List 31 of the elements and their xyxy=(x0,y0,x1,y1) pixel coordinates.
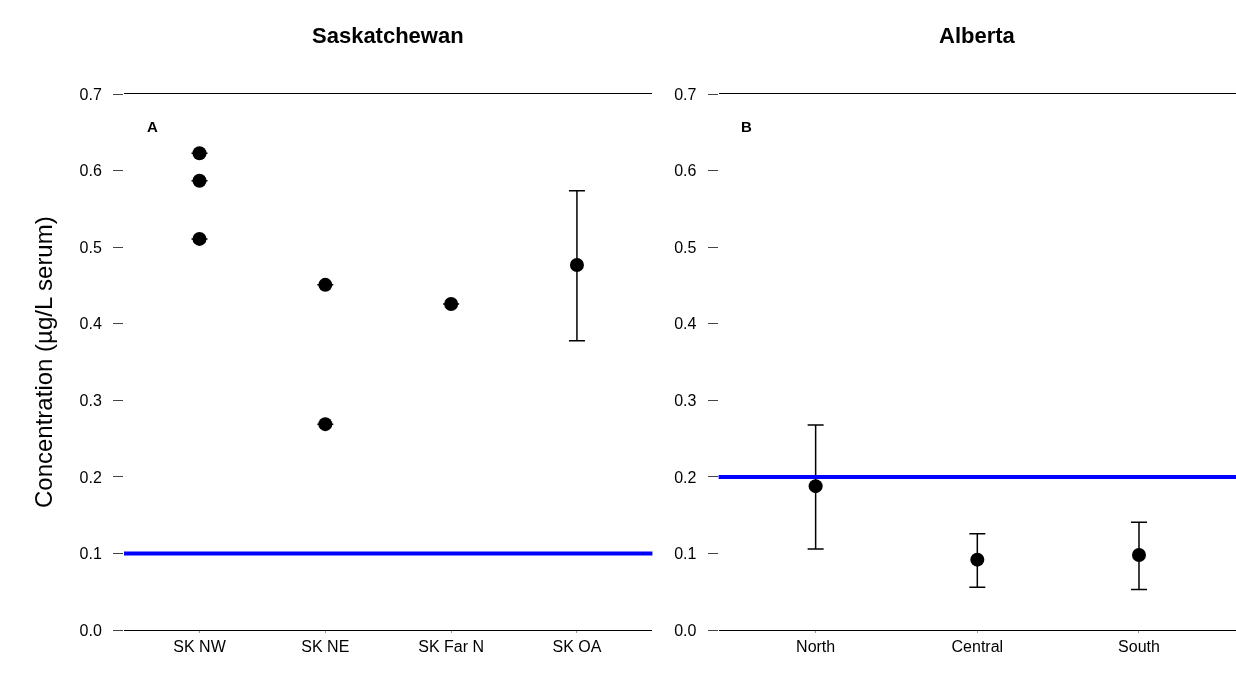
y-tick-label: 0.1 xyxy=(79,545,102,563)
y-tick-label: 0.7 xyxy=(674,85,697,103)
y-tick-label: 0.5 xyxy=(79,238,102,256)
y-tick-label: 0.3 xyxy=(674,392,697,410)
y-axis-title: Concentration (µg/L serum) xyxy=(29,216,57,509)
chart-title: Alberta xyxy=(939,23,1016,48)
x-tick-label: Central xyxy=(951,638,1004,656)
point xyxy=(808,479,823,494)
point xyxy=(1131,548,1146,563)
x-tick-label: South xyxy=(1118,638,1160,656)
y-tick-label: 0.6 xyxy=(674,162,697,180)
y-tick-label: 0.2 xyxy=(79,468,102,486)
y-tick-label: 0.0 xyxy=(674,621,697,639)
y-tick-label: 0.3 xyxy=(79,392,102,410)
x-tick-label: SK OA xyxy=(552,638,602,656)
y-tick-label: 0.7 xyxy=(79,85,102,103)
y-tick-label: 0.2 xyxy=(674,468,697,486)
annotation: B xyxy=(741,118,752,135)
y-tick-label: 0.4 xyxy=(79,315,102,333)
x-tick-label: SK Far N xyxy=(418,638,485,656)
x-tick-label: SK NE xyxy=(301,638,350,656)
annotation: A xyxy=(147,118,158,135)
chart-title: Saskatchewan xyxy=(312,23,464,48)
y-tick-label: 0.1 xyxy=(674,545,697,563)
x-tick-label: North xyxy=(796,638,836,656)
point xyxy=(970,552,985,567)
y-tick-label: 0.0 xyxy=(79,621,102,639)
y-tick-label: 0.4 xyxy=(674,315,697,333)
y-tick-label: 0.5 xyxy=(674,238,697,256)
x-tick-label: SK NW xyxy=(173,638,227,656)
y-tick-label: 0.6 xyxy=(79,162,102,180)
